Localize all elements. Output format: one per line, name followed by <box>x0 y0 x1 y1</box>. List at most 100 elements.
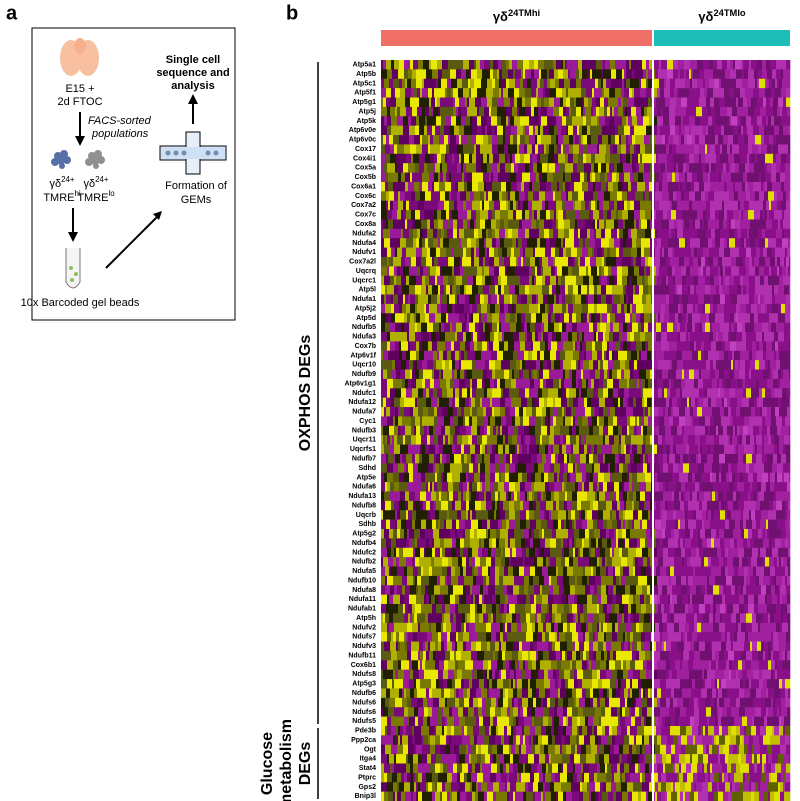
heat-cell <box>479 332 482 342</box>
heat-cell <box>767 453 774 464</box>
heat-cell <box>432 341 438 352</box>
heat-cell <box>534 181 541 192</box>
heat-cell <box>447 491 450 502</box>
heat-cell <box>629 88 633 98</box>
heat-cell <box>492 407 495 417</box>
heat-cell <box>713 294 716 305</box>
heat-cell <box>609 435 615 445</box>
heat-cell <box>585 219 588 230</box>
heat-cell <box>755 135 762 145</box>
heat-cell <box>471 88 478 98</box>
heat-cell <box>482 444 486 455</box>
heat-cell <box>724 322 730 333</box>
heat-cell <box>506 78 510 89</box>
heat-cell <box>687 322 693 333</box>
heat-cell <box>641 378 646 389</box>
heat-cell <box>427 425 430 436</box>
heat-cell <box>645 200 652 211</box>
heat-cell <box>666 78 671 89</box>
heat-cell <box>435 313 442 323</box>
heat-cell <box>598 453 601 464</box>
heat-cell <box>381 332 388 342</box>
heat-cell <box>693 294 699 305</box>
heat-cell <box>383 60 387 70</box>
heat-cell <box>713 303 718 314</box>
heat-cell <box>728 435 731 445</box>
heat-cell <box>576 453 581 464</box>
heat-cell <box>665 341 670 352</box>
heat-cell <box>573 463 576 474</box>
heat-cell <box>639 378 642 389</box>
heat-cell <box>670 360 673 370</box>
heat-cell <box>481 360 486 370</box>
heat-cell <box>506 453 511 464</box>
heat-cell <box>748 106 755 117</box>
heat-cell <box>480 463 486 474</box>
heat-cell <box>606 285 613 295</box>
heat-cell <box>728 135 734 145</box>
heat-cell <box>460 369 465 380</box>
heat-cell <box>662 472 668 483</box>
heat-cell <box>563 360 569 370</box>
heat-cell <box>681 97 688 108</box>
heat-cell <box>390 407 396 417</box>
heat-cell <box>628 247 632 258</box>
heat-cell <box>749 228 754 239</box>
heat-cell <box>689 388 694 398</box>
heat-cell <box>601 163 607 173</box>
heat-cell <box>431 106 434 117</box>
heat-cell <box>694 238 701 248</box>
heat-cell <box>387 266 390 277</box>
heat-cell <box>694 181 700 192</box>
heat-cell <box>488 191 493 201</box>
heat-cell <box>575 200 580 211</box>
heat-cell <box>704 181 711 192</box>
heat-cell <box>508 69 514 80</box>
heat-cell <box>737 463 744 474</box>
heat-cell <box>439 135 443 145</box>
heat-cell <box>520 482 526 492</box>
heat-cell <box>500 303 505 314</box>
heat-cell <box>449 294 453 305</box>
heat-cell <box>694 88 701 98</box>
heat-cell <box>770 472 776 483</box>
heat-cell <box>588 378 592 389</box>
heat-cell <box>694 313 701 323</box>
heat-cell <box>453 313 460 323</box>
heat-cell <box>413 360 416 370</box>
heat-cell <box>518 200 521 211</box>
heat-cell <box>525 453 532 464</box>
heat-cell <box>511 163 515 173</box>
heat-cell <box>669 313 676 323</box>
heat-cell <box>788 78 791 89</box>
heat-cell <box>633 285 636 295</box>
heat-cell <box>751 303 758 314</box>
heat-cell <box>540 210 547 220</box>
heat-cell <box>665 500 669 511</box>
heat-cell <box>556 135 559 145</box>
heat-cell <box>609 369 613 380</box>
heat-cell <box>405 341 409 352</box>
heat-cell <box>398 416 403 427</box>
heat-cell <box>525 266 530 277</box>
heat-cell <box>513 350 518 361</box>
heat-cell <box>381 463 388 474</box>
heat-cell <box>759 256 763 267</box>
heat-cell <box>557 125 562 136</box>
heat-cell <box>515 153 521 164</box>
heat-cell <box>724 247 731 258</box>
heat-cell <box>438 200 445 211</box>
heat-cell <box>727 181 734 192</box>
heat-cell <box>577 247 583 258</box>
heat-cell <box>577 163 581 173</box>
heat-cell <box>509 482 516 492</box>
heat-cell <box>579 444 585 455</box>
heat-cell <box>779 350 786 361</box>
heat-cell <box>789 285 791 295</box>
heat-cell <box>587 228 591 239</box>
heat-cell <box>575 341 578 352</box>
heat-cell <box>525 388 530 398</box>
heat-cell <box>385 303 392 314</box>
heat-cell <box>426 303 430 314</box>
heat-cell <box>388 313 392 323</box>
